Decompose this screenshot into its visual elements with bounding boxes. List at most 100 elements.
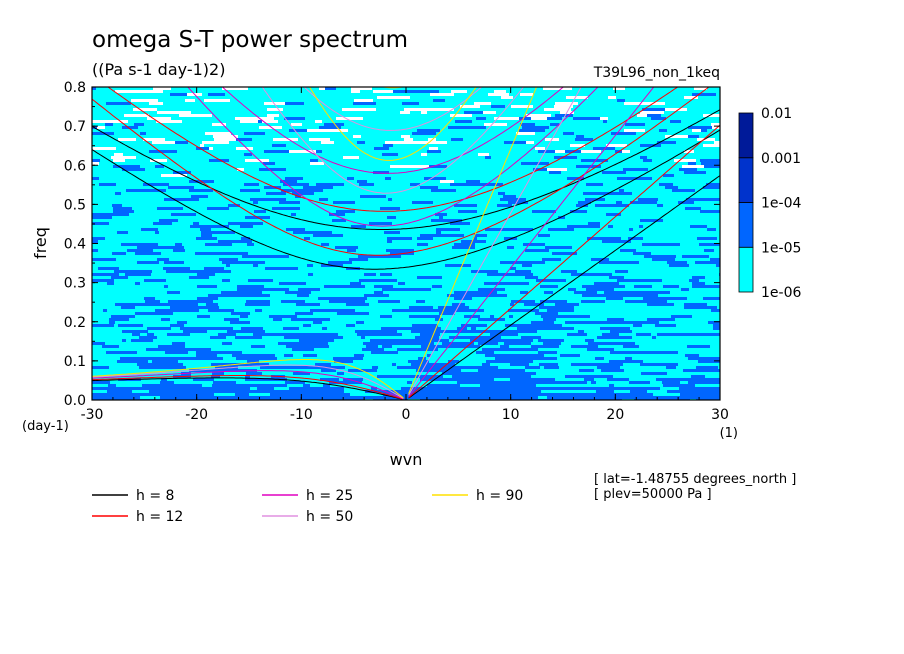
spectrum-cell xyxy=(109,318,129,321)
spectrum-cell xyxy=(254,354,275,357)
spectrum-cell xyxy=(558,216,565,219)
spectrum-cell xyxy=(92,162,99,165)
spectrum-cell xyxy=(236,138,252,141)
spectrum-cell xyxy=(341,366,345,369)
spectrum-cell xyxy=(339,183,344,186)
spectrum-cell xyxy=(497,204,512,207)
spectrum-cell xyxy=(182,366,186,369)
spectrum-cell xyxy=(124,114,149,117)
spectrum-cell xyxy=(161,318,170,321)
spectrum-cell xyxy=(244,132,265,135)
spectrum-cell xyxy=(92,324,114,327)
spectrum-cell xyxy=(457,309,464,312)
spectrum-cell xyxy=(339,201,355,204)
spectrum-cell xyxy=(539,306,558,309)
spectrum-cell xyxy=(92,132,114,135)
spectrum-cell xyxy=(523,360,533,363)
spectrum-cell xyxy=(452,246,475,249)
spectrum-cell xyxy=(499,123,507,126)
spectrum-cell xyxy=(278,288,289,291)
spectrum-cell xyxy=(357,333,375,336)
spectrum-cell xyxy=(412,201,433,204)
spectrum-cell xyxy=(531,117,547,120)
spectrum-cell xyxy=(292,366,307,369)
spectrum-cell xyxy=(384,231,400,234)
spectrum-cell xyxy=(450,345,458,348)
spectrum-cell xyxy=(609,384,614,387)
y-tick-label: 0.3 xyxy=(64,276,86,292)
spectrum-cell xyxy=(487,372,501,375)
spectrum-cell xyxy=(540,285,554,288)
spectrum-cell xyxy=(488,396,507,399)
spectrum-cell xyxy=(111,393,136,396)
spectrum-cell xyxy=(236,147,253,150)
spectrum-cell xyxy=(607,318,613,321)
spectrum-cell xyxy=(512,333,518,336)
spectrum-cell xyxy=(380,273,392,276)
spectrum-cell xyxy=(611,132,636,135)
spectrum-cell xyxy=(522,390,541,393)
spectrum-cell xyxy=(120,357,144,360)
spectrum-cell xyxy=(424,177,446,180)
spectrum-cell xyxy=(340,393,350,396)
spectrum-cell xyxy=(560,354,580,357)
spectrum-cell xyxy=(245,396,265,399)
spectrum-cell xyxy=(164,285,168,288)
spectrum-cell xyxy=(229,387,250,390)
spectrum-cell xyxy=(196,237,217,240)
spectrum-cell xyxy=(695,261,720,264)
spectrum-cell xyxy=(434,348,438,351)
spectrum-cell xyxy=(420,333,440,336)
spectrum-cell xyxy=(245,159,269,162)
spectrum-cell xyxy=(625,300,648,303)
spectrum-cell xyxy=(213,225,229,228)
spectrum-cell xyxy=(334,300,338,303)
spectrum-cell xyxy=(606,144,627,147)
spectrum-cell xyxy=(248,279,261,282)
spectrum-cell xyxy=(206,369,232,372)
spectrum-cell xyxy=(363,342,374,345)
spectrum-cell xyxy=(421,393,436,396)
spectrum-cell xyxy=(264,186,281,189)
spectrum-cell xyxy=(421,309,441,312)
spectrum-cell xyxy=(351,90,360,93)
spectrum-cell xyxy=(273,138,280,141)
spectrum-cell xyxy=(407,339,416,342)
spectrum-cell xyxy=(433,99,445,102)
spectrum-cell xyxy=(209,147,213,150)
spectrum-cell xyxy=(701,162,720,165)
spectrum-cell xyxy=(241,327,263,330)
spectrum-cell xyxy=(494,90,506,93)
spectrum-cell xyxy=(663,285,679,288)
spectrum-cell xyxy=(92,147,116,150)
spectrum-cell xyxy=(409,315,420,318)
spectrum-cell xyxy=(169,384,177,387)
spectrum-cell xyxy=(519,348,538,351)
spectrum-cell xyxy=(284,117,305,120)
spectrum-cell xyxy=(421,153,427,156)
spectrum-cell xyxy=(713,324,720,327)
spectrum-cell xyxy=(568,288,576,291)
spectrum-cell xyxy=(476,270,485,273)
spectrum-cell xyxy=(103,309,107,312)
spectrum-cell xyxy=(423,339,449,342)
spectrum-cell xyxy=(647,114,661,117)
spectrum-cell xyxy=(465,264,471,267)
dispersion-curve xyxy=(92,129,720,270)
spectrum-cell xyxy=(697,381,720,384)
spectrum-cell xyxy=(525,276,538,279)
spectrum-cell xyxy=(432,285,442,288)
spectrum-cell xyxy=(197,315,210,318)
spectrum-cell xyxy=(491,270,498,273)
spectrum-cell xyxy=(482,363,490,366)
spectrum-cell xyxy=(442,330,462,333)
spectrum-cell xyxy=(685,354,693,357)
spectrum-cell xyxy=(430,141,447,144)
spectrum-cell xyxy=(417,387,437,390)
spectrum-cell xyxy=(451,90,467,93)
spectrum-cell xyxy=(643,297,667,300)
spectrum-cell xyxy=(165,351,188,354)
spectrum-cell xyxy=(652,336,656,339)
spectrum-cell xyxy=(97,126,105,129)
spectrum-cell xyxy=(181,393,199,396)
